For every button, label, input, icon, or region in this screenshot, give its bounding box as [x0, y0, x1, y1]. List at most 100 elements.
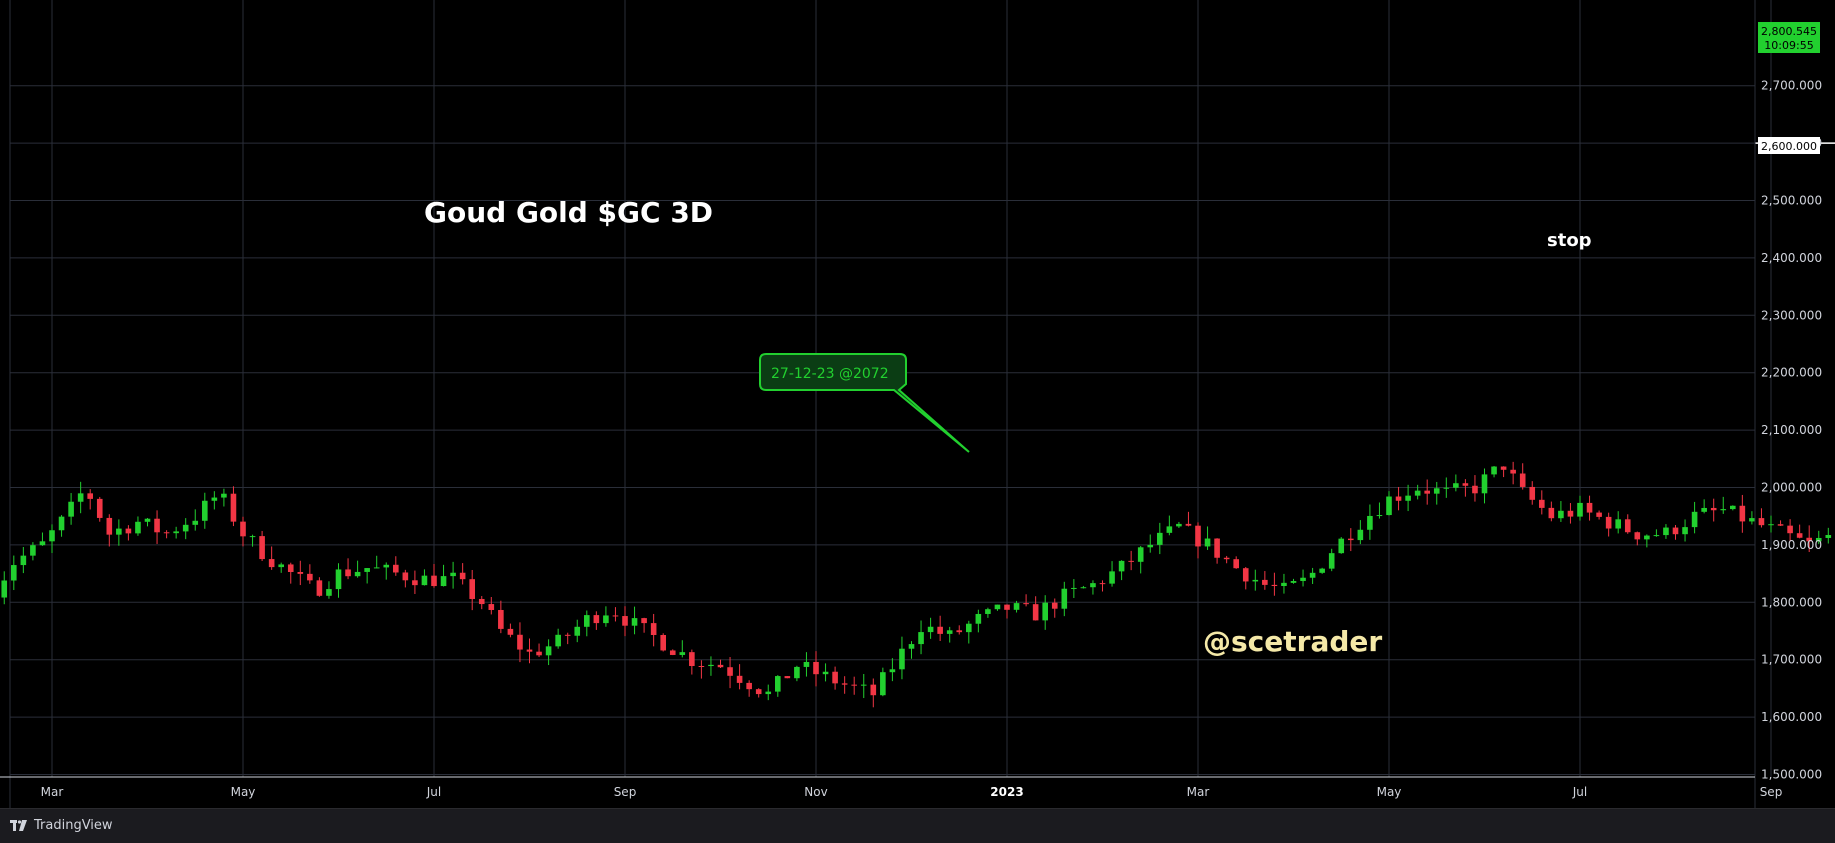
candle: [1481, 468, 1488, 504]
candle: [230, 486, 237, 527]
chart-title: Goud Gold $GC 3D: [424, 196, 713, 229]
candle-body: [545, 646, 552, 656]
time-axis[interactable]: MarMayJulSepNov2023MarMayJulSepNov2024Ma…: [41, 785, 1835, 799]
candle-body: [354, 571, 361, 577]
candle-body: [335, 569, 342, 590]
candle: [1166, 515, 1173, 536]
candle-body: [1271, 584, 1278, 586]
candle: [1768, 515, 1774, 533]
candle: [87, 489, 93, 510]
candle-body: [1815, 537, 1822, 542]
candle-body: [278, 564, 284, 568]
candle-body: [240, 521, 246, 537]
candle-body: [1777, 524, 1784, 526]
candle: [966, 620, 972, 644]
candle: [784, 676, 791, 679]
candle: [249, 534, 256, 547]
candle: [1252, 569, 1259, 591]
candle-body: [345, 569, 351, 577]
candle-body: [1166, 526, 1173, 533]
callout[interactable]: 27-12-23 @2072: [759, 353, 970, 453]
candle-body: [784, 676, 791, 679]
candle-body: [1204, 538, 1211, 547]
candle: [498, 600, 504, 634]
candle-body: [49, 530, 55, 542]
candle-body: [1653, 535, 1660, 537]
y-tick-label: 2,500.000: [1761, 194, 1822, 208]
candle: [163, 530, 170, 539]
candle-body: [1567, 510, 1574, 517]
candle: [822, 663, 829, 682]
candle: [307, 564, 313, 584]
candle-body: [889, 669, 896, 673]
price-axis[interactable]: 1,500.000 1,600.000 1,700.000 1,800.000 1,90…: [1761, 79, 1822, 782]
candle-body: [154, 518, 160, 533]
candle-body: [631, 618, 638, 626]
candle-body: [1739, 505, 1746, 522]
price-badge-bg: [1758, 22, 1820, 53]
candle: [641, 617, 647, 633]
candle: [1672, 524, 1679, 540]
candle-body: [221, 493, 227, 498]
candle-body: [1319, 568, 1325, 573]
y-tick-label: 1,900.000: [1761, 538, 1822, 552]
candle-body: [1118, 560, 1125, 572]
candle-body: [975, 613, 982, 624]
candle-body: [192, 520, 199, 525]
candle: [1691, 501, 1698, 534]
candle: [622, 606, 628, 637]
candle-body: [11, 565, 17, 581]
y-tick-label: 1,700.000: [1761, 653, 1822, 667]
candle-body: [1357, 529, 1364, 541]
candle-body: [1376, 515, 1383, 517]
candle: [354, 560, 361, 578]
candle: [1004, 604, 1010, 619]
candle-body: [268, 559, 275, 568]
candle: [1615, 511, 1621, 534]
candle: [603, 606, 609, 627]
tradingview-logo-icon: [10, 819, 27, 831]
price-badge-countdown: 10:09:55: [1764, 39, 1813, 52]
candle: [1013, 600, 1020, 613]
candle-body: [1338, 538, 1345, 554]
candle-body: [1300, 577, 1306, 582]
candle-body: [96, 498, 103, 518]
candle: [211, 491, 218, 510]
candle-body: [412, 580, 418, 586]
candle: [1176, 521, 1182, 528]
candle: [908, 641, 915, 659]
candle: [412, 570, 418, 594]
candle: [1653, 529, 1660, 537]
candle-body: [660, 635, 666, 651]
candle: [1386, 491, 1392, 516]
candle: [1710, 498, 1717, 522]
candle: [746, 680, 752, 697]
candle: [860, 673, 867, 699]
candle-body: [536, 651, 542, 656]
candle: [1815, 530, 1822, 545]
candle-body: [125, 528, 132, 534]
candle-body: [1720, 509, 1727, 511]
x-tick-label: Sep: [1760, 785, 1783, 799]
level-badge-bg: [1758, 137, 1820, 154]
candle-body: [1309, 572, 1316, 578]
candle: [144, 518, 151, 527]
candle-body: [1414, 490, 1421, 496]
candle: [956, 625, 963, 635]
candle: [297, 560, 304, 586]
candle-body: [1147, 544, 1154, 548]
candle: [49, 524, 55, 553]
x-tick-label: 2023: [990, 785, 1023, 799]
candle-body: [1605, 516, 1612, 529]
brand[interactable]: TradingView: [10, 818, 113, 833]
candle: [373, 555, 380, 569]
candle: [1510, 461, 1516, 485]
candle-body: [507, 628, 514, 635]
candle: [240, 516, 246, 547]
candle-body: [612, 615, 619, 617]
price-chart[interactable]: 1,500.000 1,600.000 1,700.000 1,800.000 1,90…: [0, 0, 1835, 808]
candle: [1376, 502, 1383, 519]
candle-body: [106, 517, 113, 535]
candle-body: [1290, 581, 1297, 583]
